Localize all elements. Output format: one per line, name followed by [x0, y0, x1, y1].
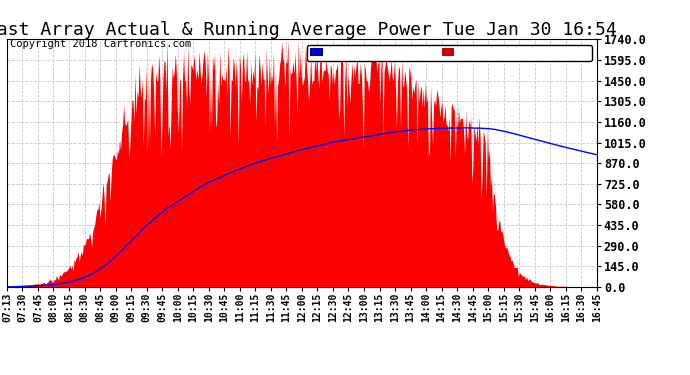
- Title: East Array Actual & Running Average Power Tue Jan 30 16:54: East Array Actual & Running Average Powe…: [0, 21, 618, 39]
- Legend: Average (DC Watts), East Array (DC Watts): Average (DC Watts), East Array (DC Watts…: [307, 45, 591, 61]
- Text: Copyright 2018 Cartronics.com: Copyright 2018 Cartronics.com: [10, 39, 192, 50]
